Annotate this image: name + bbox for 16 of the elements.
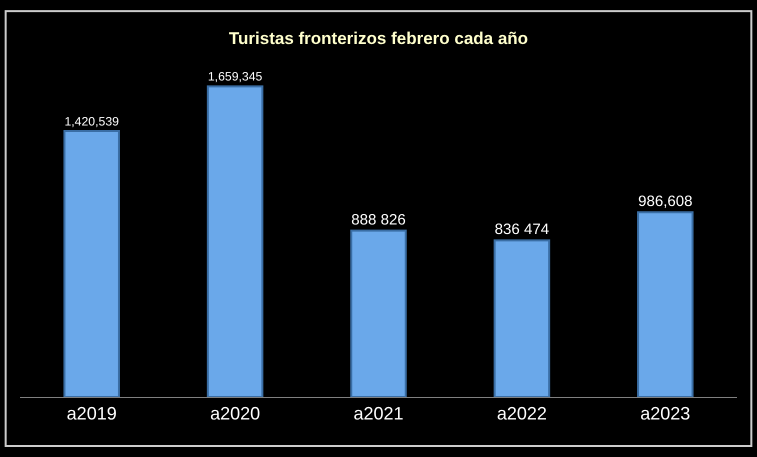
x-tick-label: a2019 <box>66 404 117 424</box>
data-label: 836 474 <box>494 221 550 238</box>
x-tick-label: a2023 <box>640 404 690 424</box>
bar <box>63 130 120 397</box>
bar <box>206 85 264 397</box>
x-tick-label: a2022 <box>496 404 547 424</box>
data-label: 1,420,539 <box>64 114 120 128</box>
chart-title: Turistas fronterizos febrero cada año <box>228 28 528 48</box>
x-tick-label: a2020 <box>210 404 260 424</box>
bar <box>637 211 694 397</box>
x-tick-label: a2021 <box>353 404 404 424</box>
data-label: 986,608 <box>638 192 693 210</box>
data-label: 1,659,345 <box>208 70 263 84</box>
data-label: 888 826 <box>351 211 406 228</box>
bar <box>494 239 550 397</box>
bar <box>350 230 407 397</box>
